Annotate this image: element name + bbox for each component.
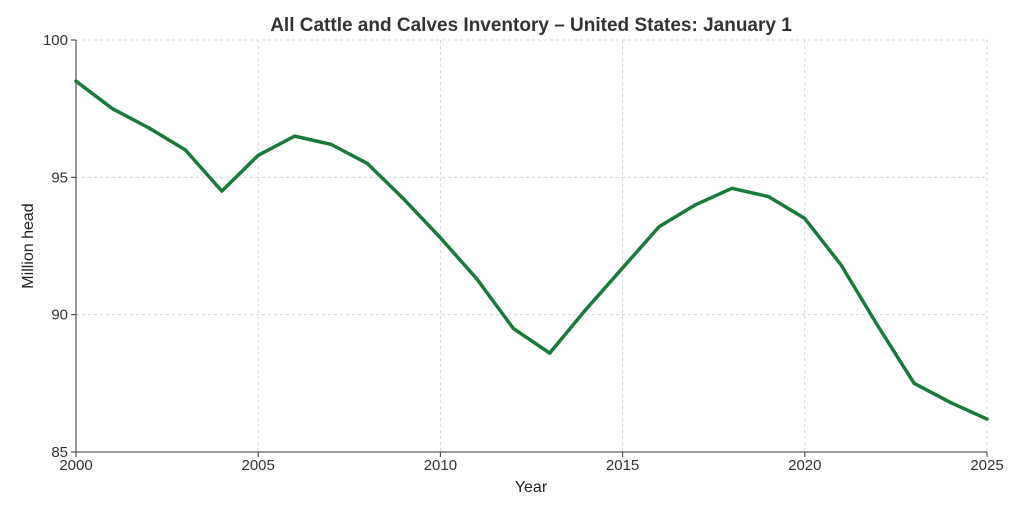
data-point [584, 307, 588, 311]
data-point [511, 326, 515, 330]
y-axis-label: Million head [20, 203, 37, 288]
data-point [183, 148, 187, 152]
data-point [256, 153, 260, 157]
x-tick-label: 2025 [970, 457, 1003, 474]
axes [71, 39, 988, 457]
data-point [912, 381, 916, 385]
data-point [220, 189, 224, 193]
data-point [948, 400, 953, 405]
grid-lines [75, 39, 988, 453]
data-point [402, 197, 406, 201]
y-tick-label: 95 [51, 169, 68, 186]
data-point [475, 277, 479, 281]
series-lines [74, 79, 989, 421]
x-tick-label: 2015 [606, 457, 639, 474]
data-point [657, 225, 661, 229]
data-point [839, 263, 843, 267]
chart-title: All Cattle and Calves Inventory – United… [270, 15, 792, 36]
data-point [438, 236, 442, 240]
x-tick-label: 2010 [424, 457, 457, 474]
data-point [74, 79, 78, 83]
y-tick-label: 100 [43, 32, 68, 49]
y-tick-label: 90 [51, 307, 68, 324]
data-point [766, 194, 770, 199]
data-point [876, 324, 880, 328]
data-point [985, 417, 989, 421]
x-tick-label: 2020 [788, 457, 821, 474]
data-point [621, 266, 625, 270]
series-line [74, 79, 989, 421]
tick-labels: 2000 2005 2010 2015 2020 2025 85 90 95 100 [43, 32, 1004, 474]
data-point [365, 162, 370, 166]
data-point [293, 134, 297, 138]
data-point [693, 203, 698, 207]
data-point [329, 142, 333, 146]
x-axis-label: Year [515, 479, 548, 496]
data-point [110, 107, 115, 111]
x-tick-label: 2000 [59, 457, 92, 474]
data-point [803, 216, 807, 221]
data-point [147, 126, 151, 130]
data-point [548, 351, 552, 355]
y-tick-label: 85 [51, 444, 68, 461]
data-point [730, 186, 734, 190]
x-tick-label: 2005 [242, 457, 275, 474]
